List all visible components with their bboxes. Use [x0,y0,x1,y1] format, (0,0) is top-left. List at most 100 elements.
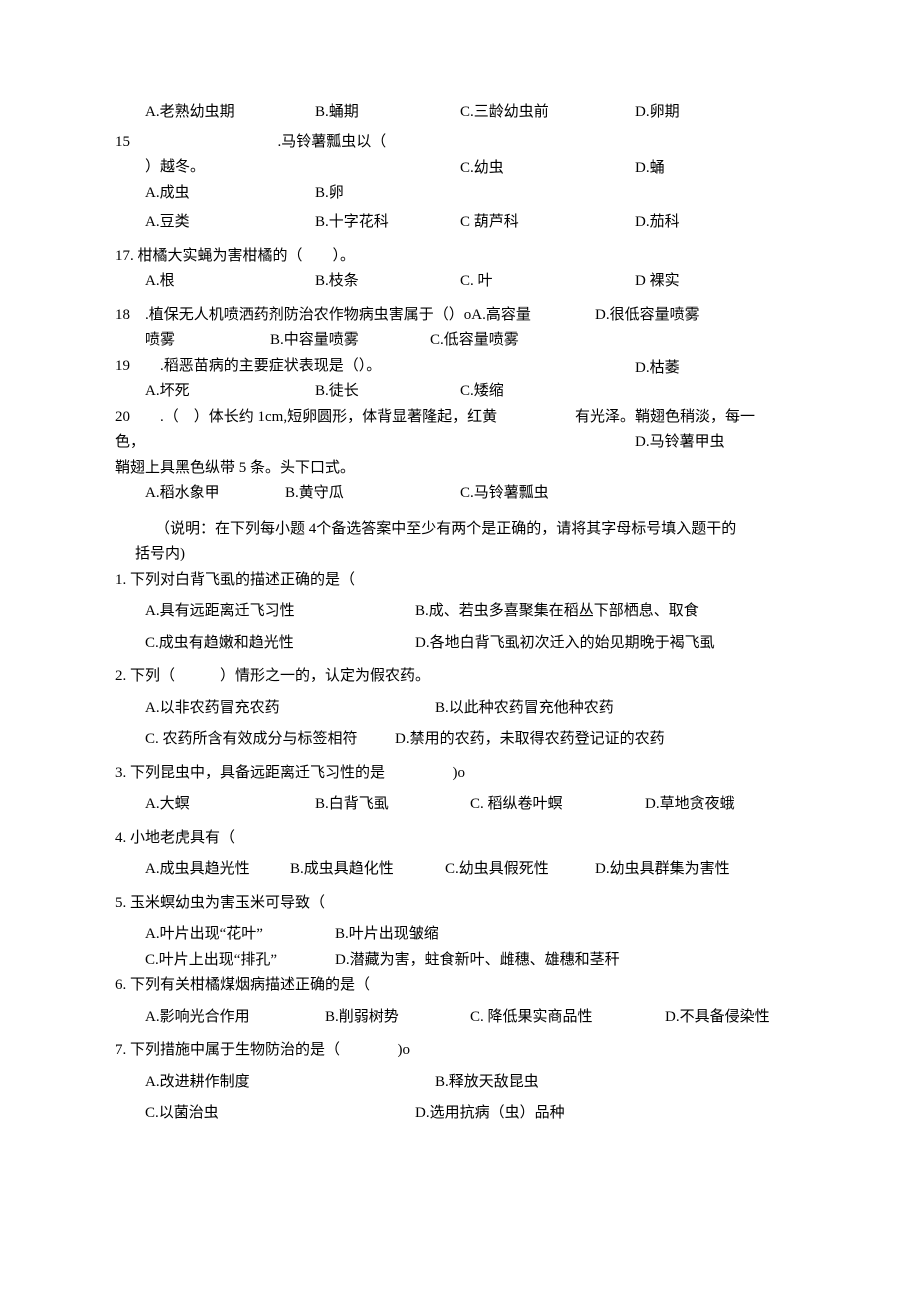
q20-line2: 色， [115,430,635,456]
q15-stem-b: .马铃薯瓢虫以（ [278,134,387,150]
m5-opt-b: B.叶片出现皱缩 [335,922,439,948]
q17-opt-c: C. 叶 [460,269,635,295]
q19-opt-a: A.坏死 [145,379,315,405]
multi-note: （说明：在下列每小题 4个备选答案中至少有两个是正确的，请将其字母标号填入题干的 [115,517,805,543]
m4-opt-c: C.幼虫具假死性 [445,857,595,883]
q17-opt-d: D 裸实 [635,269,680,295]
m5-options-row1: A.叶片出现“花叶” B.叶片出现皱缩 [115,922,805,948]
multi-note-b: 括号内) [115,542,805,568]
m3-opt-d: D.草地贪夜蛾 [645,792,735,818]
m5-opt-c: C.叶片上出现“排孔” [145,948,335,974]
q20-right: 有光泽。鞘翅色稍淡，每一 [575,405,755,431]
m1-options-row2: C.成虫有趋嫩和趋光性 D.各地白背飞虱初次迁入的始见期晚于褐飞虱 [115,631,805,657]
m1-opt-b: B.成、若虫多喜聚集在稻丛下部栖息、取食 [415,599,699,625]
q20-opt-c: C.马铃薯瓢虫 [460,481,549,507]
m2-options-row2: C. 农药所含有效成分与标签相符 D.禁用的农药，未取得农药登记证的农药 [115,727,805,753]
q17-opt-b: B.枝条 [315,269,460,295]
q18-opt-d: D.很低容量喷雾 [595,303,700,329]
q20-options: A.稻水象甲 B.黄守瓜 C.马铃薯瓢虫 [115,481,805,507]
m4-stem: 4. 小地老虎具有（ [115,826,805,852]
m3-opt-a: A.大螟 [145,792,315,818]
m3-opt-c: C. 稻纵卷叶螟 [470,792,645,818]
q15: 15 .马铃薯瓢虫以（ ）越冬。 A.成虫 B.卵 C.幼虫 D.蛹 [115,130,805,207]
m2-opt-b: B.以此种农药冒充他种农药 [435,696,614,722]
m6-opt-a: A.影响光合作用 [145,1005,325,1031]
q15-opt-a: A.成虫 [145,181,315,207]
multi-note-a: （说明：在下列每小题 4个备选答案中至少有两个是正确的，请将其字母标号填入题干的 [155,517,805,543]
m6-stem: 6. 下列有关柑橘煤烟病描述正确的是（ [115,973,805,999]
q15-opt-c: C.幼虫 [460,156,635,182]
q14-options: A.老熟幼虫期 B.蛹期 C.三龄幼虫前 D.卵期 [115,100,805,126]
q17-options: A.根 B.枝条 C. 叶 D 裸实 [115,269,805,295]
m2-opt-a: A.以非农药冒充农药 [145,696,435,722]
q18-line2c: C.低容量喷雾 [430,328,519,354]
q17-opt-a: A.根 [145,269,315,295]
m4-options: A.成虫具趋光性 B.成虫具趋化性 C.幼虫具假死性 D.幼虫具群集为害性 [115,857,805,883]
q15-stem-c: ）越冬。 [115,155,460,181]
q19-opt-c: C.矮缩 [460,379,504,405]
m2-options-row1: A.以非农药冒充农药 B.以此种农药冒充他种农药 [115,696,805,722]
q20-opt-d: D.马铃薯甲虫 [635,430,725,456]
q16-opt-c: C 葫芦科 [460,210,635,236]
m3-stem-row: 3. 下列昆虫中，具备远距离迁飞习性的是 )o [115,761,805,787]
q16-opt-d: D.茄科 [635,210,680,236]
q17-stem: 17. 柑橘大实蝇为害柑橘的（ ）。 [115,244,805,270]
q19: 19 .稻恶苗病的主要症状表现是（）。 A.坏死 B.徒长 C.矮缩 D.枯萎 [115,354,805,405]
m5-options-row2: C.叶片上出现“排孔” D.潜藏为害，蛀食新叶、雌穗、雄穗和茎秆 [115,948,805,974]
m7-options-row2: C.以菌治虫 D.选用抗病（虫）品种 [115,1101,805,1127]
q14-opt-a: A.老熟幼虫期 [145,100,315,126]
q20-opt-b: B.黄守瓜 [285,481,460,507]
q14-opt-d: D.卵期 [635,100,680,126]
m4-opt-a: A.成虫具趋光性 [145,857,290,883]
m5-stem: 5. 玉米螟幼虫为害玉米可导致（ [115,891,805,917]
q19-opt-d: D.枯萎 [635,356,680,382]
m3-paren: )o [453,765,466,781]
m7-stem: 7. 下列措施中属于生物防治的是（ [115,1042,340,1058]
m7-paren: )o [398,1042,411,1058]
m3-stem: 3. 下列昆虫中，具备远距离迁飞习性的是 [115,765,385,781]
q16-opt-a: A.豆类 [145,210,315,236]
m1-opt-c: C.成虫有趋嫩和趋光性 [145,631,415,657]
q16-opt-b: B.十字花科 [315,210,460,236]
page-content: A.老熟幼虫期 B.蛹期 C.三龄幼虫前 D.卵期 15 .马铃薯瓢虫以（ ）越… [0,0,920,1301]
m1-stem: 1. 下列对白背飞虱的描述正确的是（ [115,568,805,594]
m7-stem-row: 7. 下列措施中属于生物防治的是（ )o [115,1038,805,1064]
q18-line2a: 喷雾 [145,328,270,354]
q20-stem: 20 .（ ）体长约 1cm,短卵圆形，体背显著隆起，红黄 [115,405,575,431]
q15-opt-d: D.蛹 [635,156,665,182]
q20-opt-a: A.稻水象甲 [145,481,285,507]
m5-opt-d: D.潜藏为害，蛀食新叶、雌穗、雄穗和茎秆 [335,948,620,974]
m6-opt-b: B.削弱树势 [325,1005,470,1031]
q14-opt-b: B.蛹期 [315,100,460,126]
q18-stem: 18 .植保无人机喷洒药剂防治农作物病虫害属于（）oA.高容量 [115,303,595,329]
m7-opt-c: C.以菌治虫 [145,1101,415,1127]
m1-options-row1: A.具有远距离迁飞习性 B.成、若虫多喜聚集在稻丛下部栖息、取食 [115,599,805,625]
m4-opt-d: D.幼虫具群集为害性 [595,857,730,883]
m6-opt-d: D.不具备侵染性 [665,1005,770,1031]
m2-opt-d: D.禁用的农药，未取得农药登记证的农药 [395,727,665,753]
m3-opt-b: B.白背飞虱 [315,792,470,818]
m2-stem: 2. 下列（ ）情形之一的，认定为假农药。 [115,664,805,690]
q19-stem: 19 .稻恶苗病的主要症状表现是（）。 [115,354,635,380]
m4-opt-b: B.成虫具趋化性 [290,857,445,883]
q16-options: A.豆类 B.十字花科 C 葫芦科 D.茄科 [115,210,805,236]
q20-line3: 鞘翅上具黑色纵带 5 条。头下口式。 [115,456,805,482]
q18: 18 .植保无人机喷洒药剂防治农作物病虫害属于（）oA.高容量 D.很低容量喷雾… [115,303,805,354]
m1-opt-a: A.具有远距离迁飞习性 [145,599,415,625]
q14-opt-c: C.三龄幼虫前 [460,100,635,126]
q19-opt-b: B.徒长 [315,379,460,405]
m6-opt-c: C. 降低果实商品性 [470,1005,665,1031]
m3-options: A.大螟 B.白背飞虱 C. 稻纵卷叶螟 D.草地贪夜蛾 [115,792,805,818]
m6-options: A.影响光合作用 B.削弱树势 C. 降低果实商品性 D.不具备侵染性 [115,1005,805,1031]
m7-opt-b: B.释放天敌昆虫 [435,1070,539,1096]
q20: 20 .（ ）体长约 1cm,短卵圆形，体背显著隆起，红黄 有光泽。鞘翅色稍淡，… [115,405,805,507]
m5-opt-a: A.叶片出现“花叶” [145,922,335,948]
m2-opt-c: C. 农药所含有效成分与标签相符 [145,727,395,753]
q18-line2b: B.中容量喷雾 [270,328,430,354]
m7-opt-d: D.选用抗病（虫）品种 [415,1101,565,1127]
m7-options-row1: A.改进耕作制度 B.释放天敌昆虫 [115,1070,805,1096]
q15-num: 15 [115,134,130,150]
m7-opt-a: A.改进耕作制度 [145,1070,435,1096]
m1-opt-d: D.各地白背飞虱初次迁入的始见期晚于褐飞虱 [415,631,715,657]
q15-opt-b: B.卵 [315,181,344,207]
